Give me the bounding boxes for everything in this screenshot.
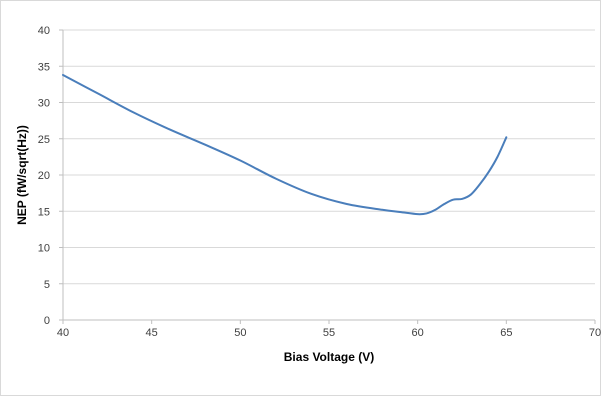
y-tick-label: 5 — [44, 279, 50, 291]
x-tick-label: 65 — [500, 327, 512, 339]
axes — [59, 29, 596, 324]
y-tick-label: 10 — [38, 243, 50, 255]
y-tick-label: 25 — [38, 134, 50, 146]
series-line — [62, 73, 508, 216]
x-axis-title: Bias Voltage (V) — [284, 350, 374, 364]
x-tick-labels: 40 45 50 55 60 65 70 — [57, 327, 601, 339]
y-tick-label: 0 — [44, 315, 50, 327]
x-tick-label: 55 — [323, 327, 335, 339]
x-tick-label: 45 — [146, 327, 158, 339]
gridlines — [63, 29, 595, 285]
x-tick-label: 40 — [57, 327, 69, 339]
y-tick-label: 15 — [38, 206, 50, 218]
x-tick-label: 50 — [234, 327, 246, 339]
y-tick-label: 30 — [38, 98, 50, 110]
x-tick-label: 70 — [589, 327, 601, 339]
x-tick-label: 60 — [412, 327, 424, 339]
y-tick-labels: 0 5 10 15 20 25 30 35 40 — [38, 25, 50, 327]
y-tick-label: 40 — [38, 25, 50, 37]
series-layer — [62, 73, 508, 216]
y-tick-label: 20 — [38, 170, 50, 182]
y-tick-label: 35 — [38, 61, 50, 73]
y-axis-title: NEP (fW/sqrt(Hz)) — [15, 125, 29, 225]
